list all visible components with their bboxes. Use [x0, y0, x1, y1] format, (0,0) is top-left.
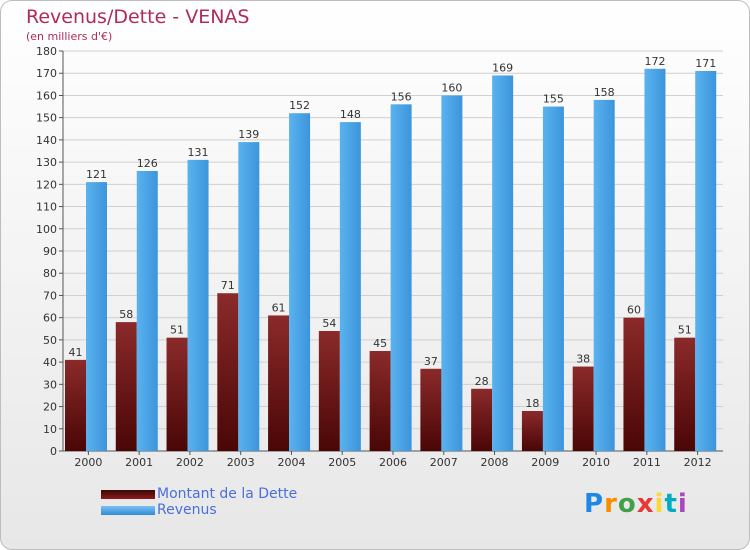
label-revenus-2011: 172 — [644, 55, 665, 68]
y-tick-label: 10 — [43, 423, 57, 436]
y-tick-label: 180 — [36, 45, 57, 58]
label-revenus-2006: 156 — [391, 90, 412, 103]
x-tick-label-2009: 2009 — [531, 456, 559, 469]
legend-item-revenus: Revenus — [101, 502, 297, 518]
bar-dette-2010 — [572, 366, 594, 451]
bar-dette-2006 — [369, 351, 391, 451]
label-dette-2003: 71 — [221, 279, 235, 292]
bar-revenus-2002 — [187, 159, 209, 451]
x-tick-label-2012: 2012 — [684, 456, 712, 469]
label-dette-2011: 60 — [627, 304, 641, 317]
bar-dette-2007 — [420, 368, 442, 451]
label-dette-2008: 28 — [475, 375, 489, 388]
label-revenus-2001: 126 — [137, 157, 158, 170]
label-dette-2010: 38 — [576, 353, 590, 366]
label-revenus-2010: 158 — [594, 86, 615, 99]
label-revenus-2008: 169 — [492, 61, 513, 74]
x-tick-label-2006: 2006 — [379, 456, 407, 469]
bar-dette-2001 — [115, 322, 137, 451]
bar-revenus-2005 — [339, 122, 361, 451]
label-dette-2002: 51 — [170, 324, 184, 337]
proxiti-logo: Proxiti — [584, 489, 688, 519]
label-revenus-2002: 131 — [188, 146, 209, 159]
label-dette-2005: 54 — [322, 317, 336, 330]
legend-swatch-revenus — [101, 505, 155, 515]
y-tick-label: 30 — [43, 378, 57, 391]
y-tick-label: 40 — [43, 356, 57, 369]
label-dette-2007: 37 — [424, 355, 438, 368]
y-tick-label: 130 — [36, 156, 57, 169]
bar-revenus-2011 — [644, 68, 666, 452]
x-tick-label-2008: 2008 — [481, 456, 509, 469]
x-tick-label-2011: 2011 — [633, 456, 661, 469]
y-tick-label: 70 — [43, 289, 57, 302]
bar-dette-2008 — [471, 388, 493, 451]
y-tick-label: 60 — [43, 312, 57, 325]
x-tick-label-2007: 2007 — [430, 456, 458, 469]
bar-revenus-2012 — [695, 71, 717, 451]
x-tick-label-2003: 2003 — [227, 456, 255, 469]
y-tick-label: 100 — [36, 223, 57, 236]
bar-revenus-2001 — [136, 171, 158, 451]
bar-revenus-2000 — [86, 182, 107, 451]
y-tick-label: 80 — [43, 267, 57, 280]
bar-revenus-2010 — [593, 99, 615, 451]
y-tick-label: 0 — [50, 445, 57, 458]
label-revenus-2005: 148 — [340, 108, 361, 121]
legend-swatch-dette — [101, 489, 155, 499]
x-tick-label-2005: 2005 — [328, 456, 356, 469]
x-tick-label-2002: 2002 — [176, 456, 204, 469]
label-revenus-2009: 155 — [543, 93, 564, 106]
x-tick-label-2001: 2001 — [125, 456, 153, 469]
y-tick-label: 50 — [43, 334, 57, 347]
label-dette-2012: 51 — [678, 324, 692, 337]
y-tick-label: 90 — [43, 245, 57, 258]
bar-revenus-2003 — [238, 142, 260, 451]
bar-dette-2009 — [521, 411, 543, 451]
legend-item-dette: Montant de la Dette — [101, 486, 297, 502]
bar-revenus-2009 — [542, 106, 564, 452]
bar-dette-2005 — [318, 331, 340, 451]
label-dette-2001: 58 — [119, 308, 133, 321]
label-dette-2004: 61 — [272, 301, 286, 314]
label-revenus-2012: 171 — [695, 57, 716, 70]
bar-dette-2003 — [217, 293, 239, 451]
bar-revenus-2006 — [390, 104, 412, 451]
legend: Montant de la Dette Revenus — [101, 486, 297, 518]
label-revenus-2004: 152 — [289, 99, 310, 112]
y-tick-label: 170 — [36, 67, 57, 80]
bar-revenus-2008 — [492, 75, 514, 451]
label-dette-2006: 45 — [373, 337, 387, 350]
bar-revenus-2004 — [289, 113, 311, 451]
bar-dette-2012 — [674, 337, 696, 451]
bar-revenus-2007 — [441, 95, 463, 451]
label-revenus-2007: 160 — [441, 81, 462, 94]
y-tick-label: 160 — [36, 89, 57, 102]
chart-title: Revenus/Dette - VENAS — [26, 6, 250, 28]
y-tick-label: 150 — [36, 112, 57, 125]
bar-dette-2000 — [65, 359, 86, 451]
y-tick-label: 110 — [36, 201, 57, 214]
bar-dette-2011 — [623, 317, 645, 451]
x-tick-label-2000: 2000 — [74, 456, 102, 469]
y-tick-label: 120 — [36, 178, 57, 191]
label-dette-2000: 41 — [69, 346, 83, 359]
label-revenus-2003: 139 — [238, 128, 259, 141]
label-revenus-2000: 121 — [86, 168, 107, 181]
x-tick-label-2004: 2004 — [277, 456, 305, 469]
label-dette-2009: 18 — [525, 397, 539, 410]
y-tick-label: 140 — [36, 134, 57, 147]
bar-dette-2004 — [268, 315, 290, 451]
bar-dette-2002 — [166, 337, 188, 451]
legend-label-dette: Montant de la Dette — [157, 486, 298, 502]
chart-subtitle: (en milliers d'€) — [26, 30, 113, 43]
y-tick-label: 20 — [43, 401, 57, 414]
x-tick-label-2010: 2010 — [582, 456, 610, 469]
legend-label-revenus: Revenus — [157, 502, 217, 518]
